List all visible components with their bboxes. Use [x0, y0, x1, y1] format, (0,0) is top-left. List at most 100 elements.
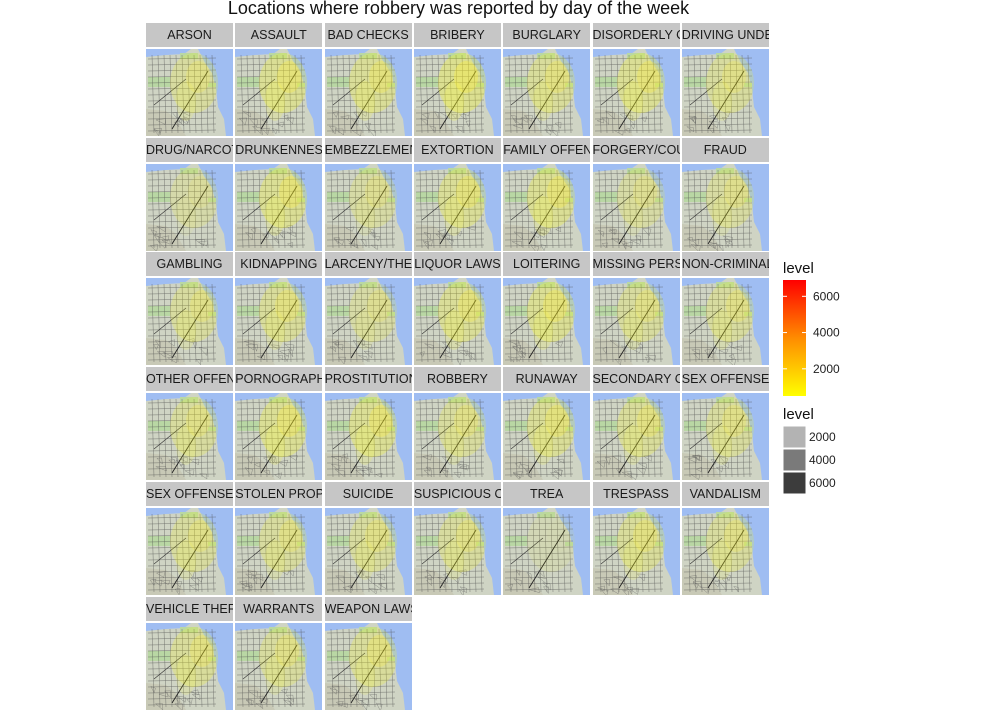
facet-panel: PORNOGRAPHY/OBSCENE MAT: [235, 367, 323, 481]
fill-legend-colorbar: 2000 4000 6000: [783, 280, 840, 396]
facet-label-text: TREA: [530, 486, 564, 501]
facet-panel: MISSING PERSON: [592, 252, 680, 366]
facet-strip-label: DRUNKENNESS: [235, 137, 323, 162]
facet-label-text: DRUG/NARCOTIC: [146, 142, 233, 157]
facet-strip-label: FORGERY/COUNTERFEITING: [592, 137, 680, 162]
alpha-legend-keys: 2000 4000 6000: [783, 426, 836, 495]
alpha-legend: level 2000 4000 6000: [783, 406, 836, 495]
facet-panel: EXTORTION: [413, 137, 501, 251]
facet-panel: TREA: [503, 481, 591, 595]
facet-label-text: WARRANTS: [243, 601, 315, 616]
facet-panel: EMBEZZLEMENT: [324, 137, 412, 251]
facet-strip-label: BURGLARY: [503, 23, 591, 47]
facet-label-text: SUSPICIOUS OCC: [413, 486, 501, 501]
facet-strip-label: SUSPICIOUS OCC: [413, 481, 501, 506]
facet-map: [235, 507, 323, 595]
facet-panel: SECONDARY CODES: [592, 367, 680, 481]
facet-strip-label: GAMBLING: [146, 252, 233, 277]
facet-map: [324, 507, 412, 595]
facet-map: [413, 163, 501, 251]
facet-label-text: ARSON: [167, 28, 212, 42]
facet-panel: BRIBERY: [413, 23, 501, 136]
facet-panel: WARRANTS: [235, 596, 323, 710]
facet-panel: RUNAWAY: [503, 367, 591, 481]
facet-map: [681, 507, 769, 595]
facet-label-text: BAD CHECKS: [327, 28, 409, 42]
colorbar-tick-label: 6000: [813, 289, 840, 303]
facet-panel: DRIVING UNDER THE INFLUENCE: [681, 23, 769, 136]
facet-strip-label: ARSON: [146, 23, 233, 47]
facet-label-text: EMBEZZLEMENT: [324, 142, 412, 157]
facet-strip-label: KIDNAPPING: [235, 252, 323, 277]
facet-map: [503, 49, 591, 136]
facet-panel: DRUG/NARCOTIC: [146, 137, 233, 251]
facet-map: [146, 393, 233, 481]
facet-label-text: DISORDERLY CONDUCT: [592, 28, 680, 42]
facet-strip-label: ASSAULT: [235, 23, 323, 47]
colorbar-tick-label: 2000: [813, 362, 840, 376]
facet-panel: DRUNKENNESS: [235, 137, 323, 251]
facet-map: [681, 278, 769, 366]
facet-map: [324, 622, 412, 710]
facet-map: [146, 278, 233, 366]
facet-panel: FORGERY/COUNTERFEITING: [592, 137, 680, 251]
legend-key-label: 6000: [809, 476, 836, 490]
facet-strip-label: DRUG/NARCOTIC: [146, 137, 233, 162]
facet-label-text: STOLEN PROPERTY: [235, 486, 323, 501]
facet-panel: FRAUD: [681, 137, 769, 251]
facet-panel: VANDALISM: [681, 481, 769, 595]
facet-panel: BAD CHECKS: [324, 23, 412, 136]
facet-panel: TRESPASS: [592, 481, 680, 595]
legend-key-swatch: [783, 426, 807, 449]
facet-map: [503, 393, 591, 481]
facet-label-text: PORNOGRAPHY/OBSCENE MAT: [235, 372, 323, 387]
facet-label-text: LOITERING: [513, 257, 581, 272]
facet-map: [235, 163, 323, 251]
fill-legend-title: level: [783, 260, 814, 277]
facet-map: [592, 49, 680, 136]
facet-map: [503, 278, 591, 366]
facet-label-text: LARCENY/THEFT: [324, 257, 412, 272]
facet-panel: ASSAULT: [235, 23, 323, 136]
facet-label-text: KIDNAPPING: [240, 257, 318, 272]
facet-strip-label: WEAPON LAWS: [324, 596, 412, 621]
legend-key-swatch: [783, 471, 807, 495]
facet-map: [235, 393, 323, 481]
facet-panel: KIDNAPPING: [235, 252, 323, 366]
facet-strip-label: MISSING PERSON: [592, 252, 680, 277]
facet-grid: ARSON ASSAULT BAD CHECKS BRIBERY BURGLARY DIS…: [146, 23, 771, 710]
facet-panel: LARCENY/THEFT: [324, 252, 412, 366]
facet-map: [146, 622, 233, 710]
facet-label-text: DRUNKENNESS: [235, 142, 323, 157]
facet-panel: PROSTITUTION: [324, 367, 412, 481]
facet-map: [413, 278, 501, 366]
facet-label-text: LIQUOR LAWS: [414, 257, 501, 272]
colorbar-tick-label: 4000: [813, 326, 840, 340]
alpha-legend-title: level: [783, 406, 814, 423]
facet-map: [413, 49, 501, 136]
facet-map: [324, 393, 412, 481]
facet-label-text: GAMBLING: [156, 257, 223, 272]
facet-panel: STOLEN PROPERTY: [235, 481, 323, 595]
facet-panel: GAMBLING: [146, 252, 233, 366]
facet-label-text: SUICIDE: [342, 486, 394, 501]
facet-strip-label: VANDALISM: [681, 481, 769, 506]
facet-map: [681, 393, 769, 481]
facet-map: [413, 393, 501, 481]
facet-label-text: TRESPASS: [603, 486, 669, 501]
facet-strip-label: DISORDERLY CONDUCT: [592, 23, 680, 47]
facet-map: [592, 507, 680, 595]
facet-panel: DISORDERLY CONDUCT: [592, 23, 680, 136]
facet-map: [146, 163, 233, 251]
facet-label-text: RUNAWAY: [515, 372, 578, 387]
facet-panel: ARSON: [146, 23, 233, 136]
facet-panel: VEHICLE THEFT: [146, 596, 233, 710]
facet-label-text: ROBBERY: [426, 372, 488, 387]
facet-map: [592, 393, 680, 481]
